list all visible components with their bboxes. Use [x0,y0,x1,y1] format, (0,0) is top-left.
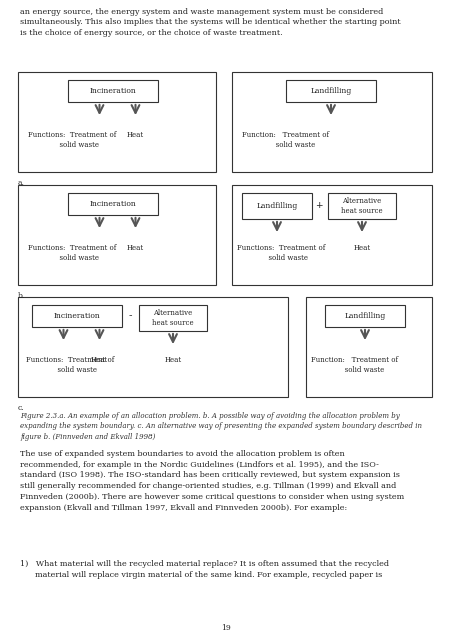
Text: Incineration: Incineration [54,312,100,320]
Text: Heat: Heat [91,356,108,364]
Text: a.: a. [18,179,25,187]
Bar [231,72,431,172]
Text: Functions:  Treatment of
              solid waste: Functions: Treatment of solid waste [236,244,325,262]
Text: Alternative
heat source: Alternative heat source [341,197,382,214]
Text: Heat: Heat [127,131,144,139]
Text: Alternative
heat source: Alternative heat source [152,309,193,326]
Text: Landfilling: Landfilling [310,87,351,95]
Text: an energy source, the energy system and waste management system must be consider: an energy source, the energy system and … [20,8,400,36]
Bar [324,305,404,327]
Bar [305,297,431,397]
Text: Function:   Treatment of
               solid waste: Function: Treatment of solid waste [310,356,397,374]
Bar [68,80,158,102]
Text: Functions:  Treatment of
              solid waste: Functions: Treatment of solid waste [28,131,116,148]
Text: Landfilling: Landfilling [344,312,385,320]
Text: Functions:  Treatment of
              solid waste: Functions: Treatment of solid waste [28,244,116,262]
Text: Function:   Treatment of
               solid waste: Function: Treatment of solid waste [241,131,328,148]
Bar [18,72,216,172]
Bar [285,80,375,102]
Bar [139,305,207,331]
Text: Heat: Heat [353,244,370,252]
Text: Functions:  Treatment of
              solid waste: Functions: Treatment of solid waste [26,356,114,374]
Bar [327,193,395,219]
Text: Heat: Heat [164,356,181,364]
Bar [32,305,122,327]
Text: Landfilling: Landfilling [256,202,297,210]
Text: 1)   What material will the recycled material replace? It is often assumed that : 1) What material will the recycled mater… [20,560,388,579]
Text: Incineration: Incineration [89,87,136,95]
Text: The use of expanded system boundaries to avoid the allocation problem is often
r: The use of expanded system boundaries to… [20,450,403,511]
Bar [18,297,287,397]
Bar [18,185,216,285]
Text: Figure 2.3.a. An example of an allocation problem. b. A possible way of avoiding: Figure 2.3.a. An example of an allocatio… [20,412,421,441]
Text: c.: c. [18,404,24,412]
Bar [241,193,311,219]
Text: Heat: Heat [127,244,144,252]
Text: 19: 19 [221,624,230,632]
Text: Incineration: Incineration [89,200,136,208]
Text: b.: b. [18,292,25,300]
Bar [68,193,158,215]
Text: -: - [128,312,131,321]
Bar [231,185,431,285]
Text: +: + [314,202,322,211]
